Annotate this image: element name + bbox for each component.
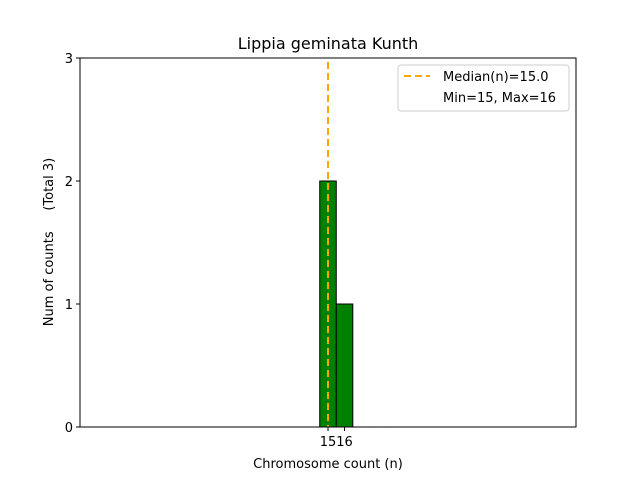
y-tick-label-3: 3	[65, 52, 73, 67]
y-tick-label-1: 1	[65, 298, 73, 313]
legend-entry-range: Min=15, Max=16	[443, 91, 556, 106]
legend-entry-median: Median(n)=15.0	[443, 70, 549, 85]
bar-16	[336, 304, 353, 427]
y-tick-label-0: 0	[65, 421, 73, 436]
x-axis-label: Chromosome count (n)	[253, 457, 403, 472]
y-tick-label-2: 2	[65, 175, 73, 190]
chart-title: Lippia geminata Kunth	[238, 34, 419, 53]
x-tick-label-16: 16	[336, 435, 353, 450]
legend: Median(n)=15.0 Min=15, Max=16	[398, 65, 569, 111]
y-axis-label: Num of counts (Total 3)	[42, 158, 57, 326]
x-tick-label-15: 15	[320, 435, 337, 450]
